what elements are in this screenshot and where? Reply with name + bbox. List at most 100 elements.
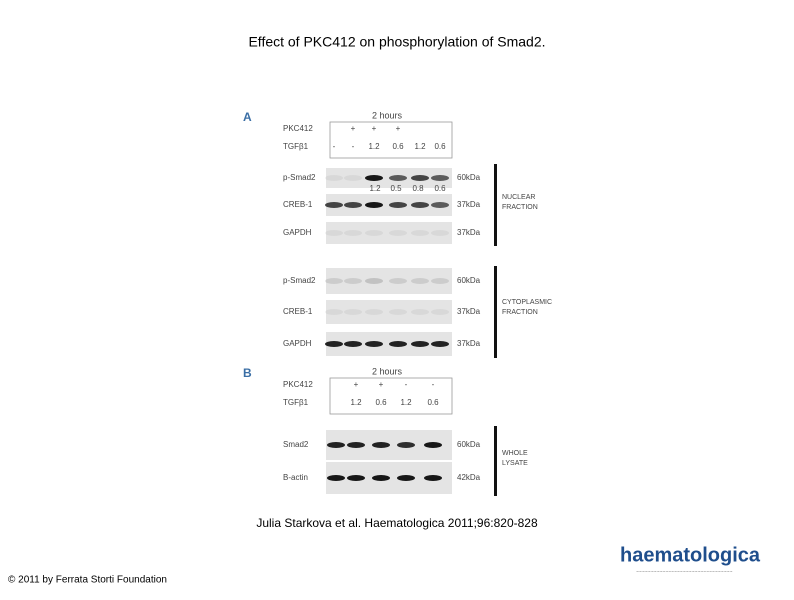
bracket [494, 164, 497, 246]
footer: © 2011 by Ferrata Storti Foundation [8, 575, 167, 586]
band [365, 175, 383, 181]
time-label: 2 hours [372, 110, 403, 120]
size-label: 60kDa [457, 276, 481, 285]
band [372, 442, 390, 448]
band [411, 278, 429, 284]
band [325, 202, 343, 208]
cell: 1.2 [400, 398, 412, 407]
band [431, 309, 449, 315]
cell: 1.2 [368, 142, 380, 151]
band [347, 442, 365, 448]
size-label: 37kDa [457, 228, 481, 237]
band [344, 202, 362, 208]
band [347, 475, 365, 481]
band [397, 475, 415, 481]
size-label: 42kDa [457, 473, 481, 482]
bracket [494, 426, 497, 496]
cell: 1.2 [350, 398, 362, 407]
band [411, 341, 429, 347]
quant: 0.5 [390, 184, 402, 193]
blot [326, 268, 452, 294]
cell: + [372, 124, 377, 133]
row-label: TGFβ1 [283, 398, 309, 407]
blot-label: p-Smad2 [283, 276, 316, 285]
band [389, 309, 407, 315]
time-label: 2 hours [372, 366, 403, 376]
row-label: PKC412 [283, 380, 313, 389]
blot-label: GAPDH [283, 339, 312, 348]
blot [326, 222, 452, 244]
fraction-label: LYSATE [502, 460, 528, 467]
band [344, 278, 362, 284]
size-label: 60kDa [457, 440, 481, 449]
fraction-label: CYTOPLASMIC [502, 299, 552, 306]
band [411, 230, 429, 236]
panel-label: B [243, 366, 252, 380]
cell: 1.2 [414, 142, 426, 151]
band [389, 341, 407, 347]
slide-title: Effect of PKC412 on phosphorylation of S… [248, 34, 545, 50]
band [431, 202, 449, 208]
cell: - [405, 380, 408, 389]
band [325, 309, 343, 315]
band [327, 442, 345, 448]
band [411, 175, 429, 181]
header-box [329, 121, 453, 159]
band [424, 442, 442, 448]
blot-label: CREB-1 [283, 200, 313, 209]
cell: - [352, 142, 355, 151]
cell: + [379, 380, 384, 389]
panel-label: A [243, 110, 252, 124]
row-label: TGFβ1 [283, 142, 309, 151]
cell: - [432, 380, 435, 389]
quant: 1.2 [369, 184, 381, 193]
band [325, 341, 343, 347]
band [365, 341, 383, 347]
fraction-label: NUCLEAR [502, 194, 535, 201]
band [365, 278, 383, 284]
band [411, 309, 429, 315]
cell: 0.6 [392, 142, 404, 151]
fraction-label: WHOLE [502, 450, 528, 457]
quant: 0.6 [434, 184, 446, 193]
size-label: 37kDa [457, 307, 481, 316]
band [431, 175, 449, 181]
row-label: PKC412 [283, 124, 313, 133]
band [411, 202, 429, 208]
band [344, 341, 362, 347]
band [325, 278, 343, 284]
blot-label: p-Smad2 [283, 173, 316, 182]
cell: - [333, 142, 336, 151]
logo: haematologica [620, 544, 761, 566]
band [365, 202, 383, 208]
band [325, 230, 343, 236]
band [424, 475, 442, 481]
quant: 0.8 [412, 184, 424, 193]
band [344, 230, 362, 236]
band [344, 175, 362, 181]
fraction-label: FRACTION [502, 309, 538, 316]
blot-label: Smad2 [283, 440, 309, 449]
cell: + [351, 124, 356, 133]
cell: 0.6 [434, 142, 446, 151]
logo-tagline: ~~~~~~~~~~~~~~~~~~~~~~~~~~~~~~~~~ [636, 569, 732, 575]
cell: 0.6 [427, 398, 439, 407]
band [389, 175, 407, 181]
blot-label: CREB-1 [283, 307, 313, 316]
band [325, 175, 343, 181]
band [389, 202, 407, 208]
cell: 0.6 [375, 398, 387, 407]
fraction-label: FRACTION [502, 204, 538, 211]
cell: + [396, 124, 401, 133]
bracket [494, 266, 497, 358]
band [397, 442, 415, 448]
header-box [329, 377, 453, 415]
band [327, 475, 345, 481]
band [365, 309, 383, 315]
band [365, 230, 383, 236]
size-label: 60kDa [457, 173, 481, 182]
blot-label: B-actin [283, 473, 308, 482]
band [431, 278, 449, 284]
band [389, 278, 407, 284]
